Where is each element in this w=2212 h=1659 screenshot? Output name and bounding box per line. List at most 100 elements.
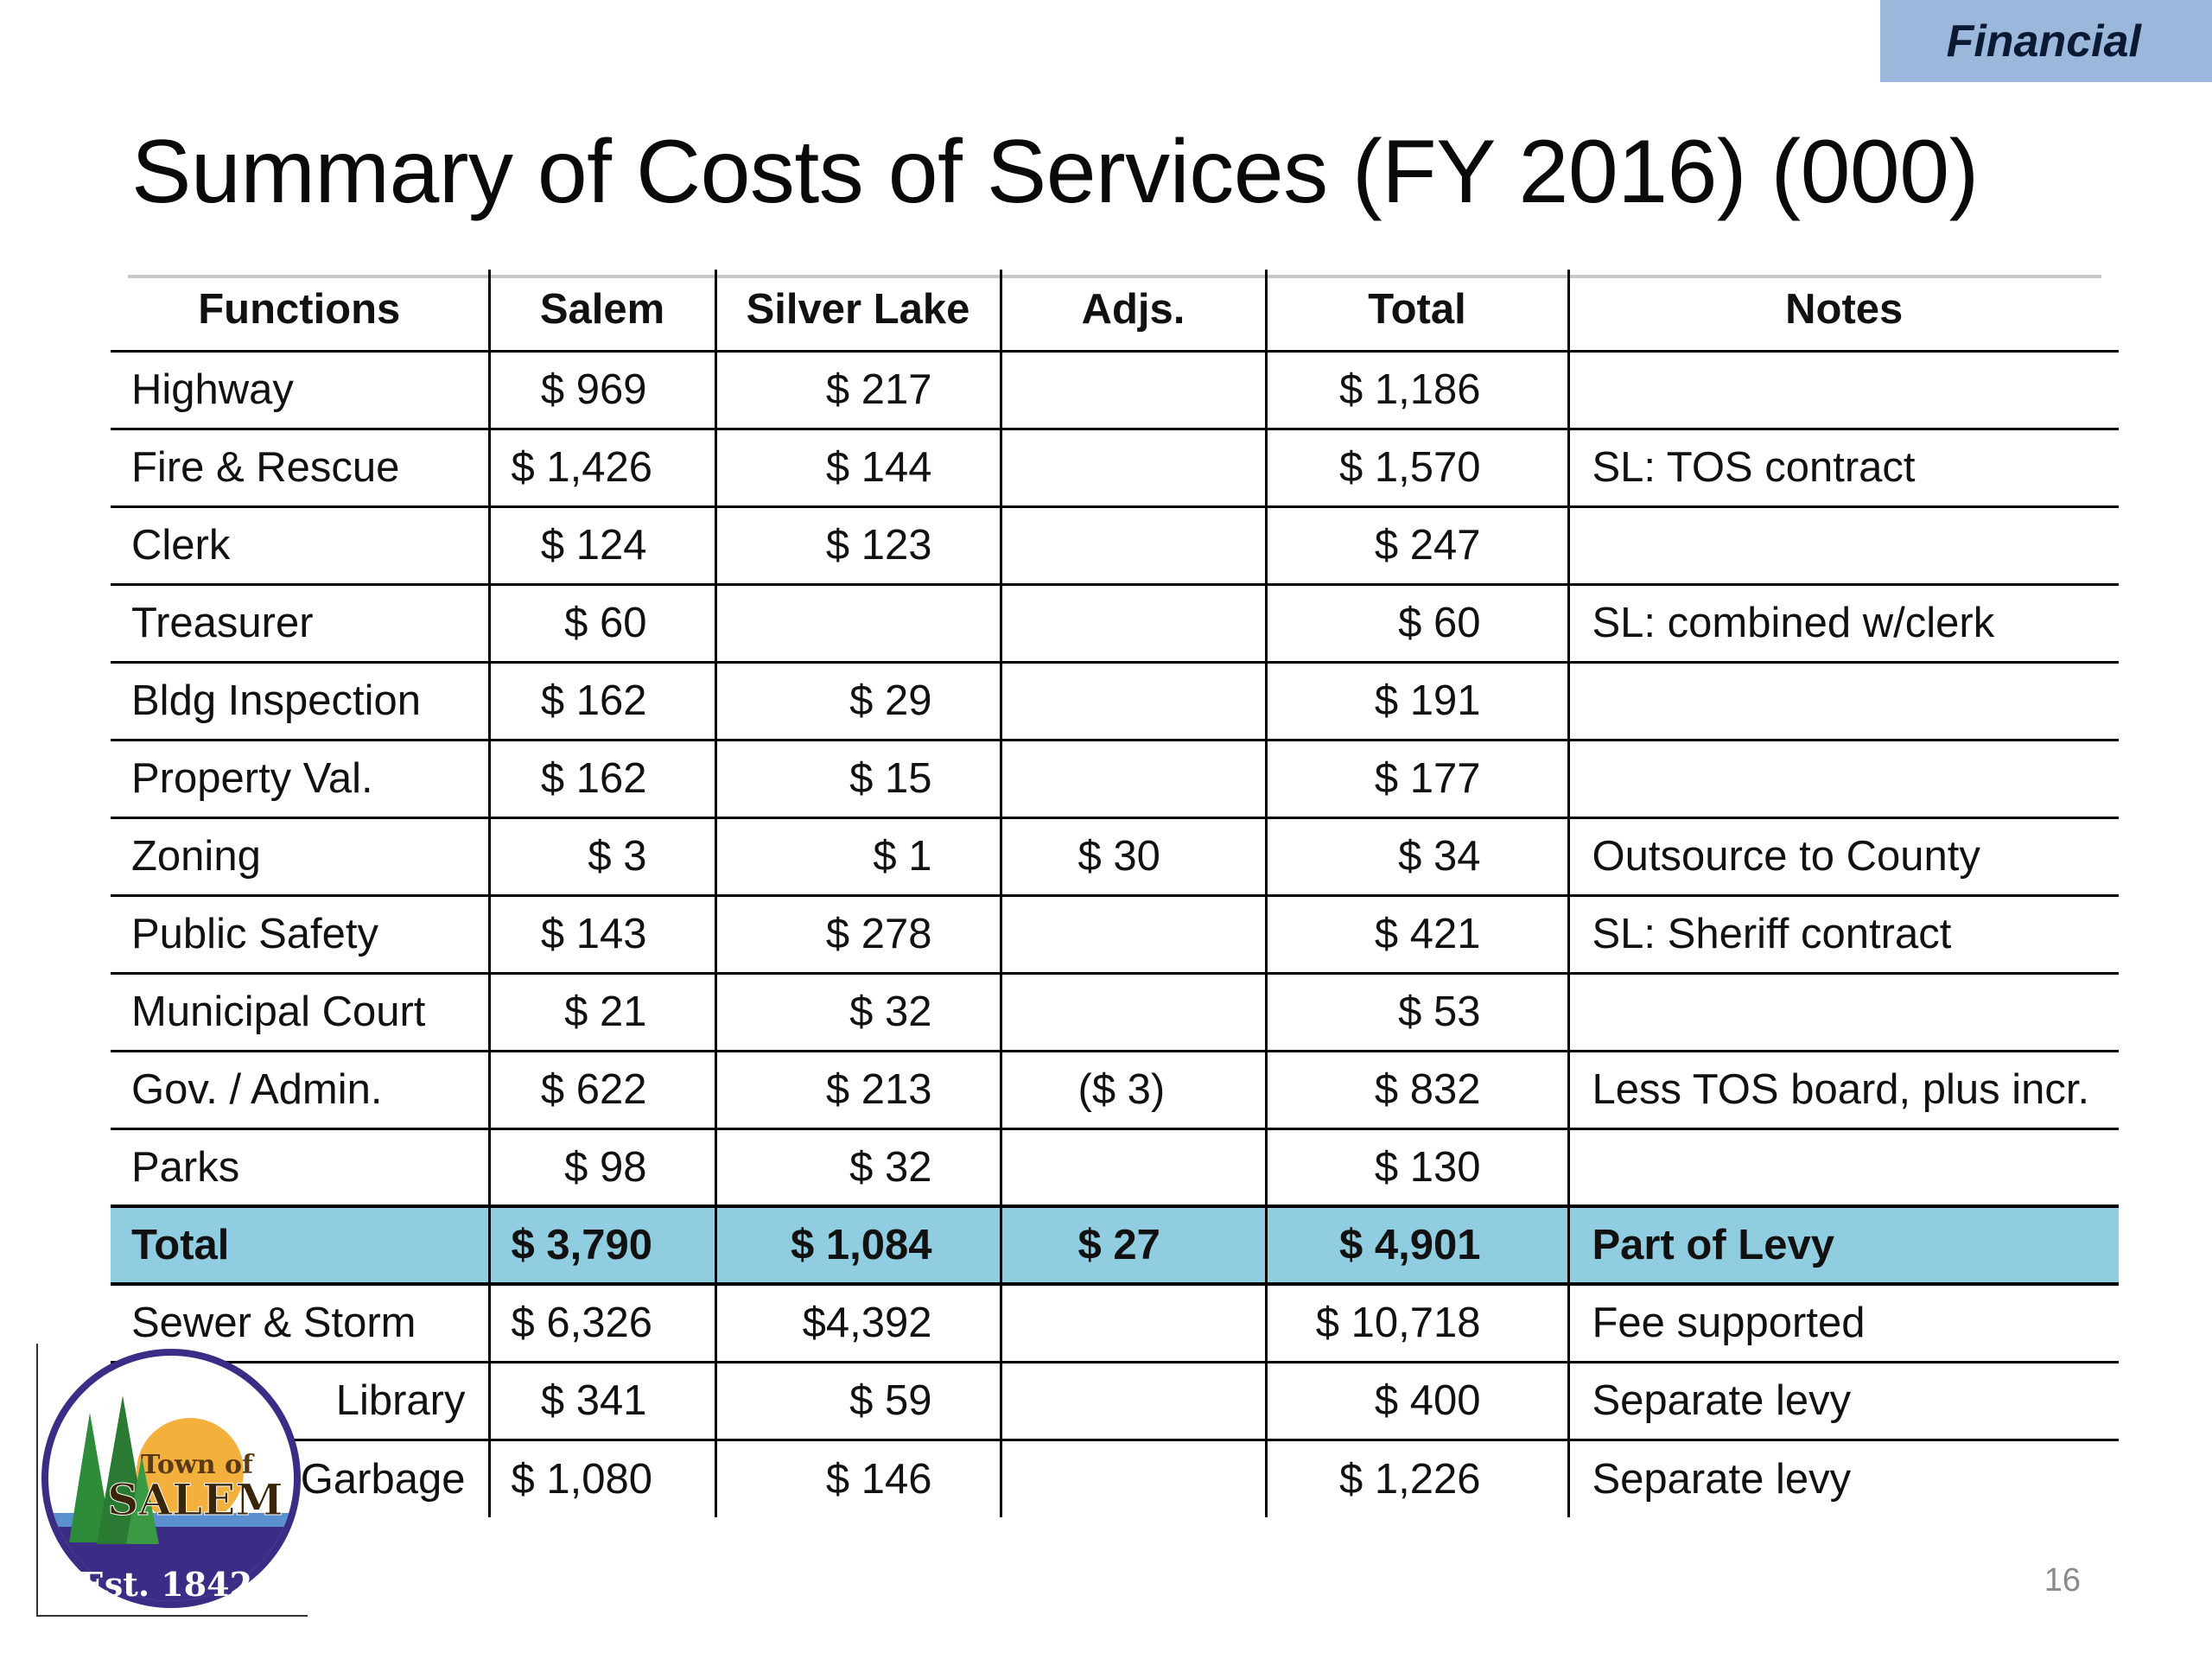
table-row: Library$ 341$ 59$ 400Separate levy [111,1362,2119,1440]
cell-function: Clerk [111,506,489,584]
slide-title: Summary of Costs of Services (FY 2016) (… [131,121,1979,224]
cell-total: $ 247 [1266,506,1568,584]
header-functions: Functions [111,270,489,351]
table-row: Property Val.$ 162$ 15$ 177 [111,740,2119,817]
cell-total: $ 832 [1266,1051,1568,1128]
cell-salem: $ 60 [489,584,715,662]
cell-salem: $ 162 [489,740,715,817]
cell-adjs: $ 27 [1001,1206,1266,1284]
cell-function: Property Val. [111,740,489,817]
cell-adjs: ($ 3) [1001,1051,1266,1128]
cell-notes: Separate levy [1568,1362,2119,1440]
cell-notes: Part of Levy [1568,1206,2119,1284]
cell-silver-lake [715,584,1001,662]
cell-silver-lake: $ 278 [715,895,1001,973]
cell-function: Fire & Rescue [111,429,489,506]
cell-total: $ 421 [1266,895,1568,973]
cell-notes [1568,1128,2119,1206]
cell-silver-lake: $ 1 [715,817,1001,895]
cell-adjs [1001,895,1266,973]
cell-total: $ 60 [1266,584,1568,662]
cell-salem: $ 162 [489,662,715,740]
section-tag: Financial [1880,0,2212,82]
cell-function: Bldg Inspection [111,662,489,740]
cell-salem: $ 1,426 [489,429,715,506]
cell-function: Total [111,1206,489,1284]
table-row: Sewer & Storm$ 6,326$4,392$ 10,718Fee su… [111,1284,2119,1362]
cell-silver-lake: $ 144 [715,429,1001,506]
cell-silver-lake: $ 123 [715,506,1001,584]
cell-silver-lake: $ 1,084 [715,1206,1001,1284]
cell-function: Highway [111,351,489,429]
cell-total: $ 4,901 [1266,1206,1568,1284]
cell-salem: $ 6,326 [489,1284,715,1362]
cell-notes: Less TOS board, plus incr. [1568,1051,2119,1128]
cell-adjs [1001,1128,1266,1206]
cell-silver-lake: $ 59 [715,1362,1001,1440]
cell-salem: $ 341 [489,1362,715,1440]
table-header-row: Functions Salem Silver Lake Adjs. Total … [111,270,2119,351]
cell-salem: $ 1,080 [489,1440,715,1517]
cell-adjs [1001,1440,1266,1517]
cell-adjs [1001,973,1266,1051]
table-row: Public Safety$ 143$ 278$ 421SL: Sheriff … [111,895,2119,973]
cell-total: $ 1,186 [1266,351,1568,429]
table-row: Zoning$ 3$ 1$ 30$ 34Outsource to County [111,817,2119,895]
cell-silver-lake: $ 32 [715,973,1001,1051]
cell-silver-lake: $ 146 [715,1440,1001,1517]
cell-silver-lake: $ 29 [715,662,1001,740]
cell-total: $ 53 [1266,973,1568,1051]
town-of-salem-logo: Town of SALEM Est. 1842 [36,1344,306,1613]
cell-adjs: $ 30 [1001,817,1266,895]
logo-est: Est. 1842 [79,1565,252,1604]
table-row: Parks$ 98$ 32 $ 130 [111,1128,2119,1206]
cell-total: $ 1,570 [1266,429,1568,506]
cell-notes [1568,973,2119,1051]
cell-salem: $ 143 [489,895,715,973]
table-row: Garbage$ 1,080$ 146$ 1,226Separate levy [111,1440,2119,1517]
cell-notes [1568,662,2119,740]
table-row: Gov. / Admin.$ 622$ 213($ 3)$ 832Less TO… [111,1051,2119,1128]
cell-function: Parks [111,1128,489,1206]
cell-total: $ 1,226 [1266,1440,1568,1517]
cell-silver-lake: $ 15 [715,740,1001,817]
table-row: Clerk$ 124$ 123 $ 247 [111,506,2119,584]
cell-notes [1568,740,2119,817]
cell-notes: Outsource to County [1568,817,2119,895]
cell-adjs [1001,351,1266,429]
cell-function: Treasurer [111,584,489,662]
table-total-row: Total$ 3,790$ 1,084$ 27$ 4,901Part of Le… [111,1206,2119,1284]
table-row: Treasurer$ 60$ 60SL: combined w/clerk [111,584,2119,662]
table-row: Municipal Court$ 21$ 32 $ 53 [111,973,2119,1051]
header-total: Total [1266,270,1568,351]
cell-salem: $ 622 [489,1051,715,1128]
cell-total: $ 400 [1266,1362,1568,1440]
cell-salem: $ 3,790 [489,1206,715,1284]
cell-notes: SL: combined w/clerk [1568,584,2119,662]
cell-notes: Separate levy [1568,1440,2119,1517]
header-notes: Notes [1568,270,2119,351]
cell-silver-lake: $ 32 [715,1128,1001,1206]
table-row: Highway$ 969$ 217$ 1,186 [111,351,2119,429]
cell-adjs [1001,1284,1266,1362]
cell-salem: $ 21 [489,973,715,1051]
logo-salem: SALEM [107,1474,283,1525]
cell-notes: Fee supported [1568,1284,2119,1362]
cell-function: Zoning [111,817,489,895]
cell-total: $ 34 [1266,817,1568,895]
cell-adjs [1001,1362,1266,1440]
costs-table: Functions Salem Silver Lake Adjs. Total … [111,270,2119,1517]
cell-total: $ 130 [1266,1128,1568,1206]
cell-function: Municipal Court [111,973,489,1051]
cell-adjs [1001,662,1266,740]
cell-notes [1568,351,2119,429]
cell-salem: $ 98 [489,1128,715,1206]
cell-function: Gov. / Admin. [111,1051,489,1128]
page-number: 16 [2044,1562,2081,1599]
cell-salem: $ 124 [489,506,715,584]
cell-silver-lake: $ 217 [715,351,1001,429]
cell-function: Public Safety [111,895,489,973]
cell-silver-lake: $ 213 [715,1051,1001,1128]
cell-adjs [1001,584,1266,662]
cell-total: $ 191 [1266,662,1568,740]
